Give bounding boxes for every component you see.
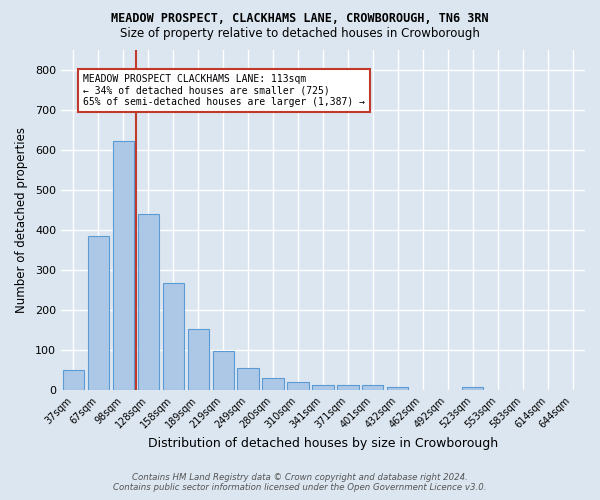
Bar — [238, 368, 259, 390]
Bar — [337, 385, 359, 390]
Bar — [63, 370, 84, 390]
Text: MEADOW PROSPECT, CLACKHAMS LANE, CROWBOROUGH, TN6 3RN: MEADOW PROSPECT, CLACKHAMS LANE, CROWBOR… — [111, 12, 489, 26]
Bar — [212, 351, 234, 391]
Bar — [88, 236, 109, 390]
Bar — [188, 329, 209, 390]
X-axis label: Distribution of detached houses by size in Crowborough: Distribution of detached houses by size … — [148, 437, 498, 450]
Bar — [313, 386, 334, 390]
Bar — [287, 382, 308, 390]
Bar — [387, 387, 409, 390]
Bar — [362, 385, 383, 390]
Text: Size of property relative to detached houses in Crowborough: Size of property relative to detached ho… — [120, 28, 480, 40]
Bar — [262, 378, 284, 390]
Bar — [137, 214, 159, 390]
Text: Contains HM Land Registry data © Crown copyright and database right 2024.
Contai: Contains HM Land Registry data © Crown c… — [113, 473, 487, 492]
Bar — [462, 387, 484, 390]
Bar — [163, 283, 184, 391]
Text: MEADOW PROSPECT CLACKHAMS LANE: 113sqm
← 34% of detached houses are smaller (725: MEADOW PROSPECT CLACKHAMS LANE: 113sqm ←… — [83, 74, 365, 107]
Y-axis label: Number of detached properties: Number of detached properties — [15, 127, 28, 313]
Bar — [113, 142, 134, 390]
